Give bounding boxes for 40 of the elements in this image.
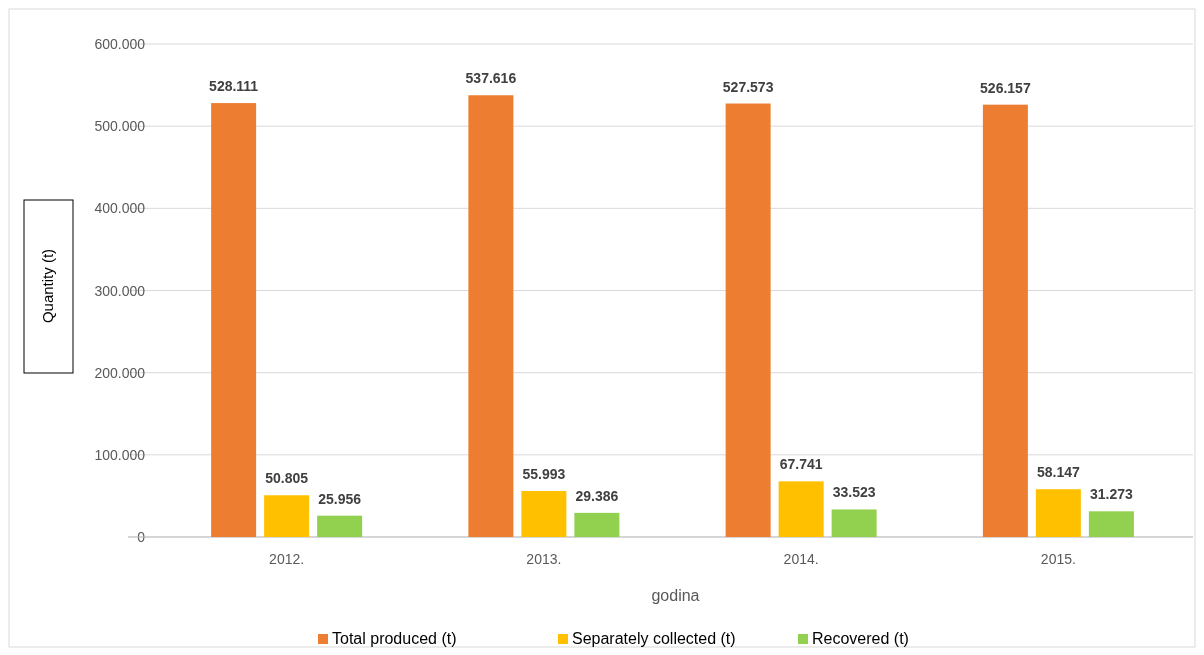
bar (725, 103, 771, 537)
y-tick-label: 300.000 (94, 282, 146, 299)
data-label: 527.573 (722, 78, 774, 95)
bar (1035, 489, 1081, 537)
y-tick-label: 600.000 (94, 36, 146, 52)
y-tick-label: 500.000 (94, 118, 146, 135)
bar (1088, 511, 1134, 537)
x-tick-label: 2012. (269, 551, 305, 567)
bar (264, 495, 310, 537)
bar (211, 103, 257, 537)
data-label: 25.956 (318, 490, 362, 507)
bar (574, 512, 620, 537)
legend-label: Total produced (t) (332, 630, 457, 647)
bar (982, 104, 1028, 537)
legend-label: Separately collected (t) (572, 630, 736, 647)
x-tick-label: 2013. (526, 551, 562, 567)
bar (468, 95, 514, 537)
data-label: 33.523 (832, 484, 876, 501)
y-tick-label: 100.000 (94, 446, 146, 463)
x-tick-label: 2015. (1040, 551, 1076, 567)
data-label: 526.157 (980, 79, 1031, 96)
bar (521, 490, 567, 537)
y-tick-label: 400.000 (94, 200, 146, 217)
data-label: 58.147 (1036, 464, 1080, 481)
x-axis-title: godina (651, 587, 700, 604)
bar (317, 515, 363, 537)
data-label: 67.741 (779, 456, 823, 473)
data-label: 50.805 (265, 470, 309, 487)
legend-label: Recovered (t) (812, 630, 909, 647)
data-label: 537.616 (465, 70, 517, 87)
data-label: 55.993 (522, 465, 566, 482)
bar (831, 509, 877, 537)
data-label: 528.111 (209, 78, 259, 95)
y-tick-label: 200.000 (94, 364, 146, 381)
data-label: 31.273 (1089, 486, 1133, 503)
bar (778, 481, 824, 537)
y-tick-label: 0 (137, 529, 146, 545)
y-axis-title: Quantity (t) (39, 248, 56, 324)
x-tick-label: 2014. (783, 551, 819, 567)
data-label: 29.386 (575, 487, 619, 504)
